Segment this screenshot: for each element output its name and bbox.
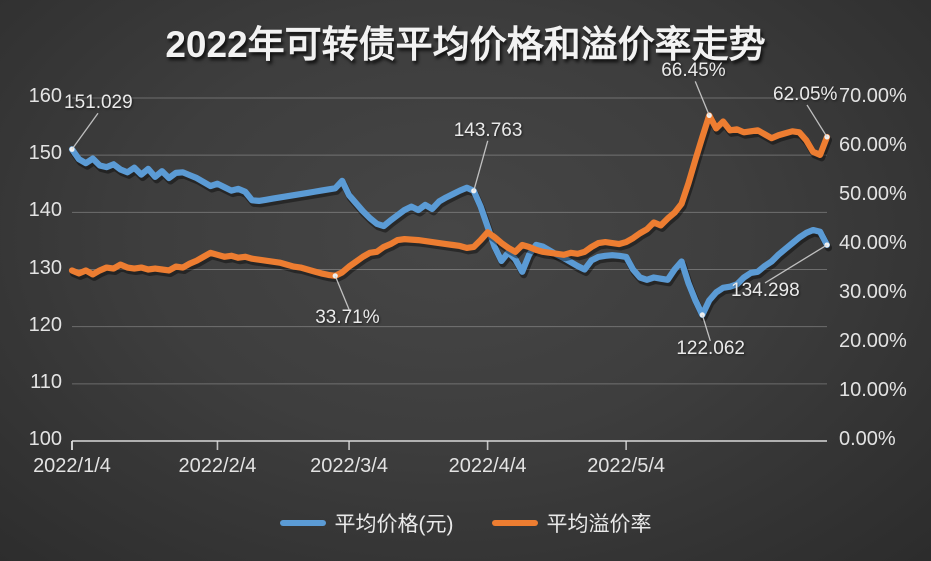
y-axis-left-tick: 150 bbox=[28, 142, 62, 165]
y-axis-left-tick: 160 bbox=[28, 85, 62, 107]
x-axis-tick: 2022/5/4 bbox=[587, 455, 666, 477]
legend-item-price[interactable]: 平均价格(元) bbox=[279, 508, 454, 538]
y-axis-right-tick: 20.00% bbox=[839, 330, 907, 352]
annotation-leader-lines bbox=[69, 81, 830, 342]
series-line-premium bbox=[68, 112, 831, 279]
y-axis-right-tick: 10.00% bbox=[839, 379, 907, 401]
y-axis-right-tick: 40.00% bbox=[839, 232, 907, 254]
y-axis-left-tick: 140 bbox=[28, 199, 62, 222]
y-axis-right-tick: 0.00% bbox=[839, 428, 896, 450]
legend-item-premium[interactable]: 平均溢价率 bbox=[491, 508, 652, 538]
legend-swatch-price bbox=[279, 520, 326, 526]
legend-label-premium: 平均溢价率 bbox=[546, 513, 652, 536]
data-point-label: 143.763 bbox=[453, 119, 523, 141]
chart-legend: 平均价格(元) 平均溢价率 bbox=[0, 508, 931, 538]
series-line-price bbox=[68, 146, 831, 318]
x-axis-tick: 2022/4/4 bbox=[448, 455, 527, 477]
legend-label-price: 平均价格(元) bbox=[334, 513, 454, 536]
x-axis-tick: 2022/2/4 bbox=[178, 455, 257, 477]
x-axis-tick: 2022/3/4 bbox=[310, 455, 388, 477]
y-axis-right-tick: 30.00% bbox=[839, 281, 907, 303]
y-axis-right-tick: 50.00% bbox=[839, 183, 907, 205]
gridlines bbox=[72, 97, 827, 385]
y-axis-left-tick: 130 bbox=[28, 256, 62, 279]
chart-title: 2022年可转债平均价格和溢价率走势 bbox=[165, 24, 766, 65]
y-axis-left-tick: 120 bbox=[28, 313, 62, 336]
y-axis-right-tick: 70.00% bbox=[839, 85, 907, 107]
legend-swatch-premium bbox=[491, 520, 538, 526]
data-point-label: 66.45% bbox=[661, 60, 726, 82]
data-point-label: 33.71% bbox=[315, 306, 380, 328]
axis-lines bbox=[71, 440, 827, 450]
x-axis-tick: 2022/1/4 bbox=[33, 455, 111, 477]
series-lines bbox=[68, 112, 832, 322]
data-point-label: 122.062 bbox=[676, 337, 745, 359]
data-point-label: 151.029 bbox=[64, 92, 133, 114]
y-axis-right-tick: 60.00% bbox=[839, 134, 907, 156]
data-point-label: 134.298 bbox=[731, 279, 800, 301]
y-axis-left-tick: 110 bbox=[30, 370, 62, 393]
y-axis-left-tick: 100 bbox=[28, 428, 62, 450]
data-point-label: 62.05% bbox=[773, 83, 838, 105]
